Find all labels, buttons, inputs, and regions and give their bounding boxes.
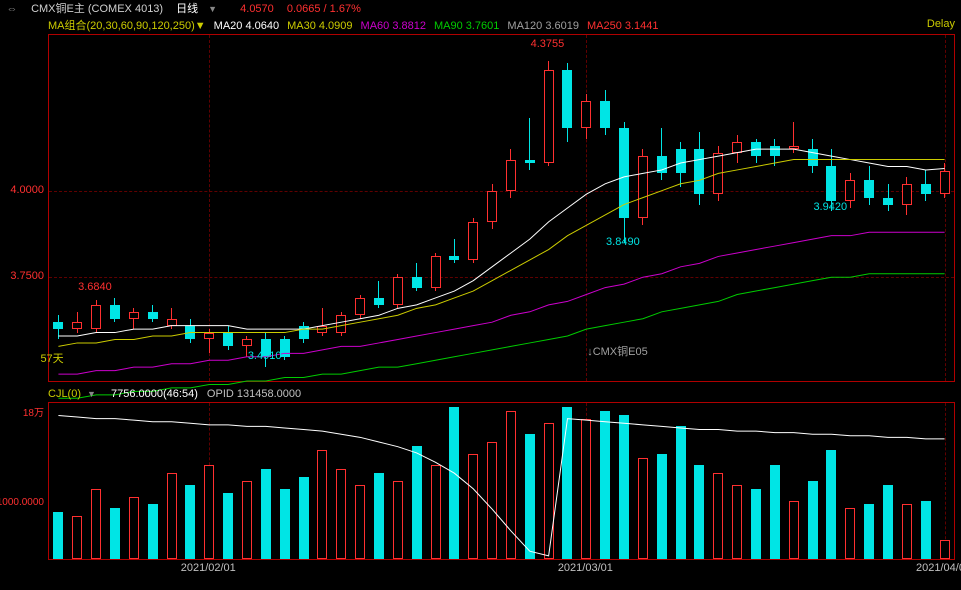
- ma-legend-item: MA120 3.6019: [507, 20, 579, 32]
- price-annotation: 3.6840: [78, 281, 112, 293]
- volume-chart[interactable]: [48, 402, 955, 560]
- price-change: 0.0665 / 1.67%: [287, 3, 361, 15]
- chevron-down-icon: ▼: [208, 4, 217, 14]
- price-annotation: 57天: [40, 350, 63, 366]
- price-y-axis: 3.7500 4.0000: [0, 34, 46, 382]
- ma-combo-selector[interactable]: MA组合(20,30,60,90,120,250)▼: [48, 20, 206, 32]
- delay-badge: Delay: [927, 18, 955, 30]
- x-tick: 2021/02/01: [181, 562, 236, 574]
- price-tick: 3.7500: [10, 270, 44, 282]
- instrument-title[interactable]: CMX铜E主 (COMEX 4013): [31, 3, 163, 15]
- vol-tick: 1000.0000: [0, 497, 44, 508]
- x-axis: 2021/02/012021/03/012021/04/05: [48, 562, 955, 582]
- chevron-down-icon: ▼: [87, 389, 96, 399]
- timeframe-label: 日线: [176, 3, 198, 15]
- vol-tick: 18万: [23, 404, 44, 419]
- timeframe-selector[interactable]: 日线 ▼: [176, 3, 227, 15]
- line: [49, 403, 954, 559]
- price-annotation: 4.3755: [531, 38, 565, 50]
- price-annotation: 3.9420: [813, 201, 847, 213]
- ma-legend-item: MA30 4.0909: [287, 20, 352, 32]
- ma-legend-item: MA90 3.7601: [434, 20, 499, 32]
- price-annotation: 3.4910: [248, 350, 282, 362]
- volume-y-axis: 18万 1000.0000: [0, 402, 46, 560]
- price-chart[interactable]: 4.37553.68403.49103.84903.942057天↓CMX铜E0…: [48, 34, 955, 382]
- x-tick: 2021/04/05: [916, 562, 961, 574]
- ma-legend-item: MA250 3.1441: [587, 20, 659, 32]
- x-tick: 2021/03/01: [558, 562, 613, 574]
- volume-legend[interactable]: CJL(0)▼ 7756.0000(46:54) OPID 131458.000…: [48, 386, 307, 402]
- topbar: ⇔ CMX铜E主 (COMEX 4013) 日线 ▼ 4.0570 0.0665 …: [0, 0, 961, 18]
- vol-value: 7756.0000(46:54): [111, 388, 198, 400]
- opid-value: OPID 131458.0000: [207, 388, 301, 400]
- ma-legend-item: MA20 4.0640: [214, 20, 279, 32]
- ma-legend[interactable]: MA组合(20,30,60,90,120,250)▼ MA20 4.0640 MA3…: [48, 18, 667, 34]
- price-annotation: 3.8490: [606, 236, 640, 248]
- link-icon: ⇔: [6, 0, 18, 18]
- chart-root: ⇔ CMX铜E主 (COMEX 4013) 日线 ▼ 4.0570 0.0665 …: [0, 0, 961, 590]
- price-annotation: ↓CMX铜E05: [587, 343, 648, 359]
- last-price: 4.0570: [240, 3, 274, 15]
- price-tick: 4.0000: [10, 184, 44, 196]
- ma-legend-item: MA60 3.8812: [361, 20, 426, 32]
- vol-indicator-name[interactable]: CJL(0)▼: [48, 388, 102, 400]
